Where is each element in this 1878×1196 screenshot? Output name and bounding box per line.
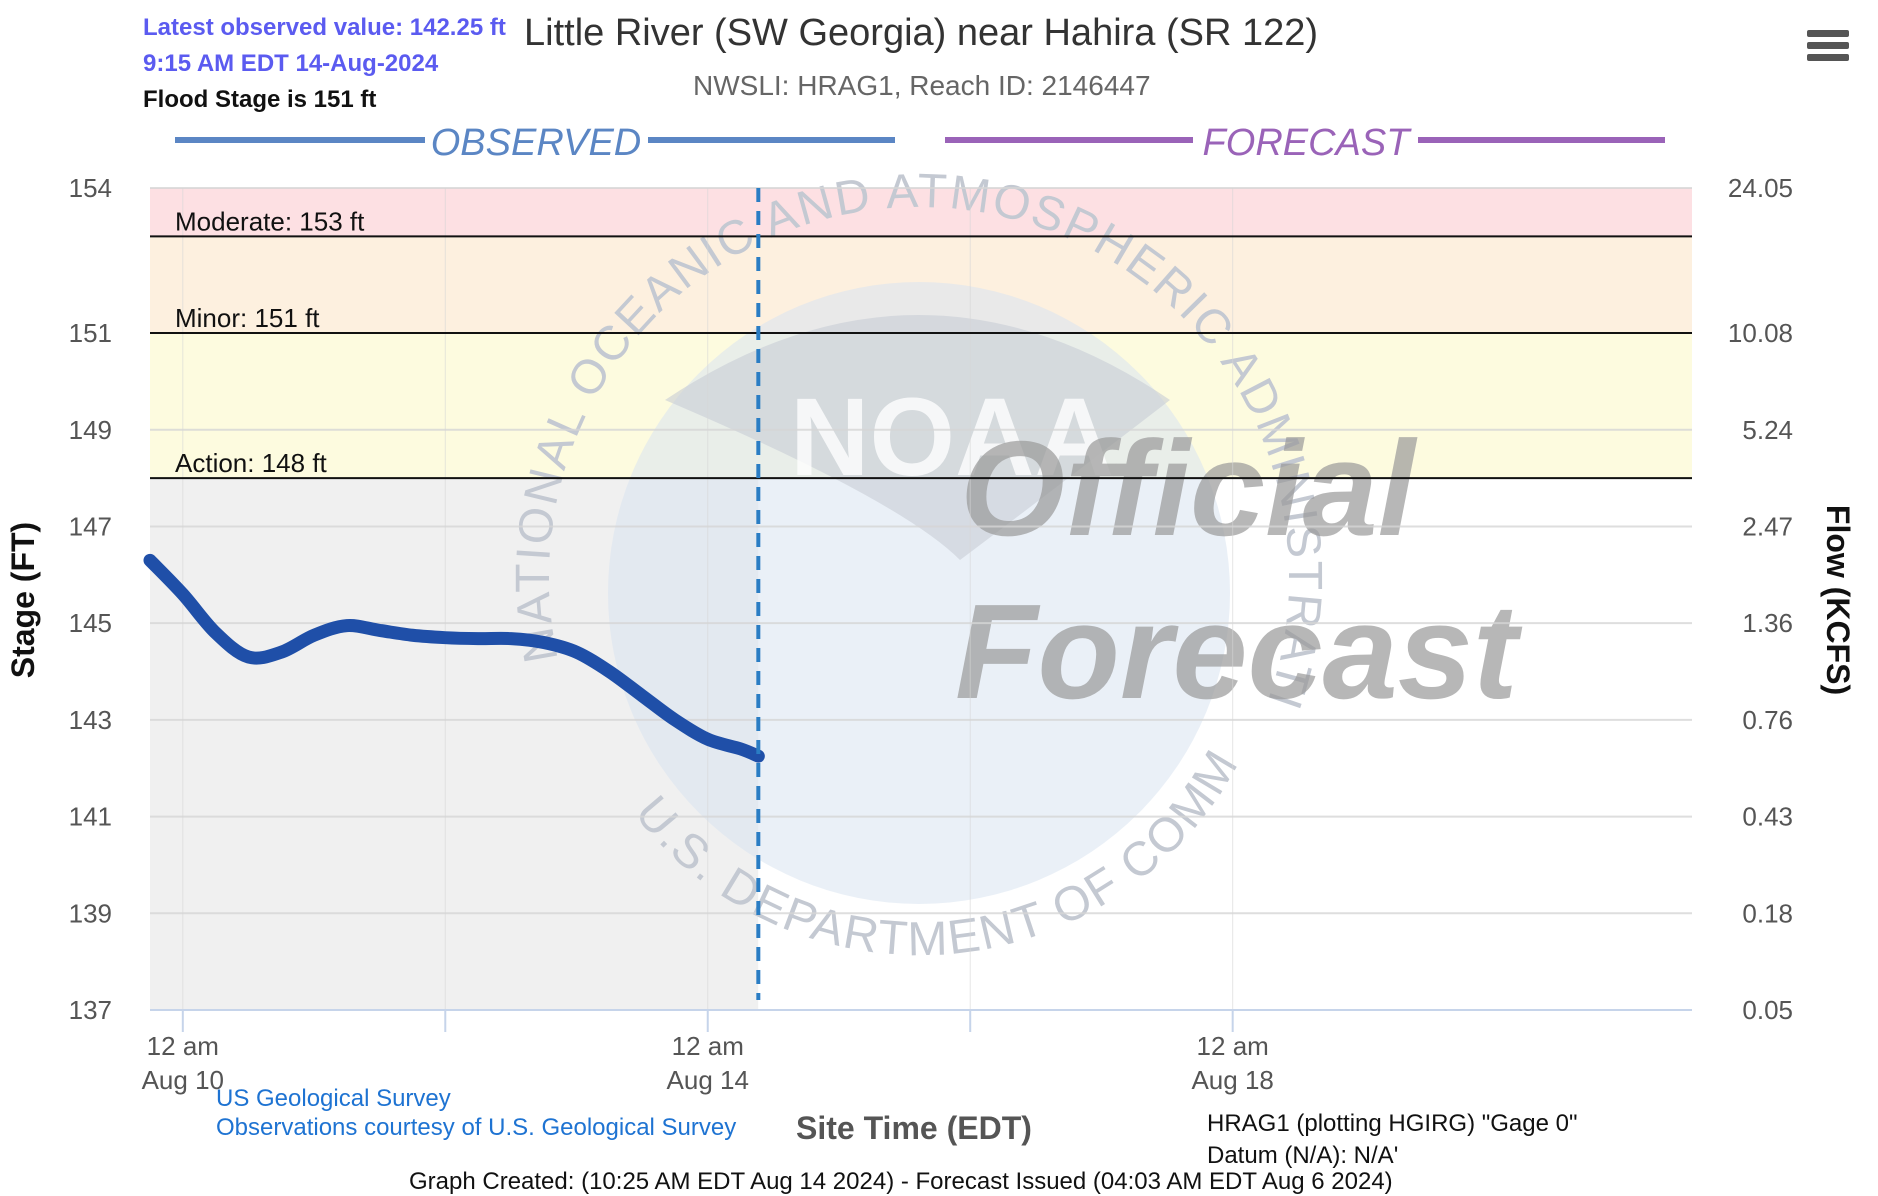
watermark-official-text: Official: [960, 413, 1418, 564]
x-axis-title: Site Time (EDT): [796, 1110, 1032, 1146]
y-tick-label: 147: [69, 511, 112, 541]
usgs-link[interactable]: US Geological Survey: [216, 1085, 451, 1112]
observed-series: [143, 188, 765, 1000]
chart-axes: 12 am Aug 10 12 am Aug 14 12 am Aug 18 154 24.0…: [69, 173, 1793, 1095]
flood-threshold-lines: Moderate: 153 ft Minor: 151 ft Action: 148…: [150, 206, 1692, 480]
y-tick-label: 139: [69, 898, 112, 928]
y2-tick-label: 5.24: [1742, 415, 1793, 445]
x-tick-label: 12 am: [672, 1031, 744, 1061]
y2-tick-label: 0.18: [1742, 898, 1793, 928]
chart-legend: OBSERVED FORECAST: [175, 122, 1665, 164]
x-tick-label-date: Aug 18: [1191, 1065, 1273, 1095]
y2-tick-label: 2.47: [1742, 511, 1793, 541]
latest-observed-time: 9:15 AM EDT 14-Aug-2024: [143, 50, 439, 77]
y-tick-label: 143: [69, 705, 112, 735]
y-tick-label: 151: [69, 318, 112, 348]
datum-line-2: Datum (N/A): N/A': [1207, 1142, 1399, 1169]
observed-stage-line: [143, 553, 765, 763]
chart-menu-button[interactable]: [1807, 30, 1849, 66]
flood-stage-note: Flood Stage is 151 ft: [143, 86, 377, 113]
x-tick-label: 12 am: [1197, 1031, 1269, 1061]
datum-line-1: HRAG1 (plotting HGIRG) "Gage 0": [1207, 1110, 1578, 1137]
x-tick-label: 12 am: [147, 1031, 219, 1061]
y2-tick-label: 0.05: [1742, 995, 1793, 1025]
chart-title: Little River (SW Georgia) near Hahira (S…: [524, 12, 1319, 54]
y-tick-label: 154: [69, 173, 112, 203]
observed-legend-label: OBSERVED: [431, 122, 641, 164]
y-tick-label: 149: [69, 415, 112, 445]
threshold-label-moderate: Moderate: 153 ft: [175, 206, 365, 236]
flood-category-bands: [150, 188, 1692, 1010]
x-tick-label-date: Aug 14: [667, 1065, 749, 1095]
y-tick-label: 141: [69, 802, 112, 832]
watermark-forecast-text: Forecast: [955, 576, 1523, 727]
x-tick-label-date: Aug 10: [142, 1065, 224, 1095]
y2-axis-title: Flow (KCFS): [1820, 505, 1856, 695]
y-axis-title: Stage (FT): [5, 522, 41, 678]
observations-courtesy-link[interactable]: Observations courtesy of U.S. Geological…: [216, 1114, 737, 1141]
y-tick-label: 137: [69, 995, 112, 1025]
moderate-band: [150, 188, 1692, 237]
y2-tick-label: 24.05: [1728, 173, 1793, 203]
y2-tick-label: 0.43: [1742, 802, 1793, 832]
chart-subtitle: NWSLI: HRAG1, Reach ID: 2146447: [693, 70, 1151, 101]
y2-tick-label: 10.08: [1728, 318, 1793, 348]
y2-tick-label: 0.76: [1742, 705, 1793, 735]
graph-created-note: Graph Created: (10:25 AM EDT Aug 14 2024…: [409, 1168, 1393, 1195]
y-tick-label: 145: [69, 608, 112, 638]
hamburger-menu-icon: [1807, 30, 1849, 61]
y2-tick-label: 1.36: [1742, 608, 1793, 638]
threshold-label-action: Action: 148 ft: [175, 448, 328, 478]
threshold-label-minor: Minor: 151 ft: [175, 303, 320, 333]
forecast-legend-label: FORECAST: [1203, 122, 1413, 164]
noaa-bird-shape: [665, 315, 1170, 560]
latest-observed-value: Latest observed value: 142.25 ft: [143, 14, 506, 41]
